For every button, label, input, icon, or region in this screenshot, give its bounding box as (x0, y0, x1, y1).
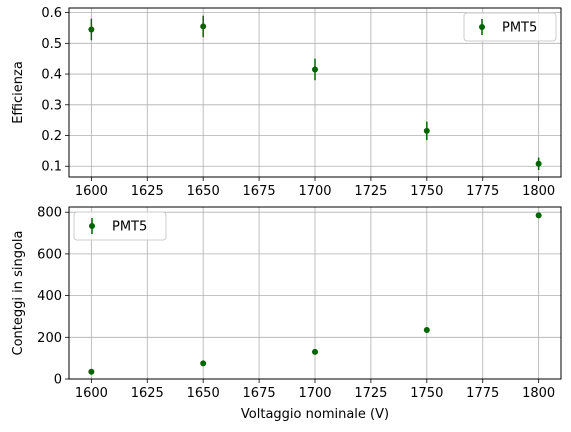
bottom-legend-label: PMT5 (112, 220, 147, 235)
y-tick-label: 600 (37, 247, 62, 262)
y-tick-label: 200 (37, 331, 62, 346)
bottom-y-axis-label: Conteggi in singola (11, 230, 26, 355)
x-tick-label: 1625 (131, 386, 164, 401)
y-tick-label: 0.2 (41, 129, 62, 144)
data-point (312, 348, 318, 355)
legend-dot (479, 24, 485, 30)
data-point (200, 23, 207, 30)
x-tick-label: 1800 (522, 386, 555, 401)
x-tick-label: 1675 (243, 386, 276, 401)
data-point (423, 327, 430, 334)
x-tick-label: 1800 (522, 184, 555, 199)
x-tick-label: 1725 (354, 184, 387, 199)
bottom-legend-box (73, 211, 167, 241)
x-tick-label: 1750 (410, 386, 443, 401)
y-tick-label: 0.3 (41, 98, 62, 113)
x-tick-label: 1725 (354, 386, 387, 401)
bottom-legend: PMT5 (73, 211, 167, 241)
x-tick-label: 1625 (131, 184, 164, 199)
bottom-subplot: 1600 1625 1650 1675 1700 1725 1750 1775 1800 0 20… (11, 206, 562, 422)
top-subplot: 1600 1625 1650 1675 1700 1725 1750 1775 1800 0.1… (11, 6, 562, 199)
bottom-x-ticks: 1600 1625 1650 1675 1700 1725 1750 1775 1800 (75, 379, 555, 401)
bottom-x-axis-label: Voltaggio nominale (V) (241, 407, 389, 422)
y-tick-label: 800 (37, 206, 62, 221)
y-tick-label: 0.1 (41, 160, 62, 175)
y-tick-label: 0.6 (41, 6, 62, 21)
data-point (535, 160, 542, 167)
x-tick-label: 1750 (410, 184, 443, 199)
x-tick-label: 1775 (466, 184, 499, 199)
top-x-ticks: 1600 1625 1650 1675 1700 1725 1750 1775 1800 (75, 177, 555, 199)
y-tick-label: 0.4 (41, 68, 62, 83)
data-point (312, 66, 318, 73)
x-tick-label: 1775 (466, 386, 499, 401)
x-tick-label: 1650 (187, 386, 220, 401)
legend-dot (89, 223, 95, 229)
x-tick-label: 1600 (75, 386, 108, 401)
top-legend-box (463, 12, 557, 42)
x-tick-label: 1650 (187, 184, 220, 199)
top-y-ticks: 0.1 0.2 0.3 0.4 0.5 0.6 (41, 6, 69, 175)
top-y-axis-label: Efficienza (11, 61, 26, 124)
top-legend-marker (479, 19, 485, 35)
data-point (423, 127, 430, 134)
data-point (88, 368, 95, 375)
x-tick-label: 1600 (75, 184, 108, 199)
top-legend: PMT5 (463, 12, 557, 42)
data-point (200, 360, 207, 367)
x-tick-label: 1700 (298, 386, 331, 401)
y-tick-label: 0 (54, 373, 62, 388)
x-tick-label: 1700 (298, 184, 331, 199)
top-legend-label: PMT5 (502, 21, 537, 36)
y-tick-label: 0.5 (41, 37, 62, 52)
y-tick-label: 400 (37, 289, 62, 304)
bottom-y-ticks: 0 200 400 600 800 (37, 206, 69, 388)
x-tick-label: 1675 (243, 184, 276, 199)
top-data-points (88, 15, 542, 170)
data-point (535, 212, 542, 219)
bottom-data-points (88, 212, 542, 375)
data-point (88, 26, 95, 33)
bottom-legend-marker (89, 218, 95, 234)
